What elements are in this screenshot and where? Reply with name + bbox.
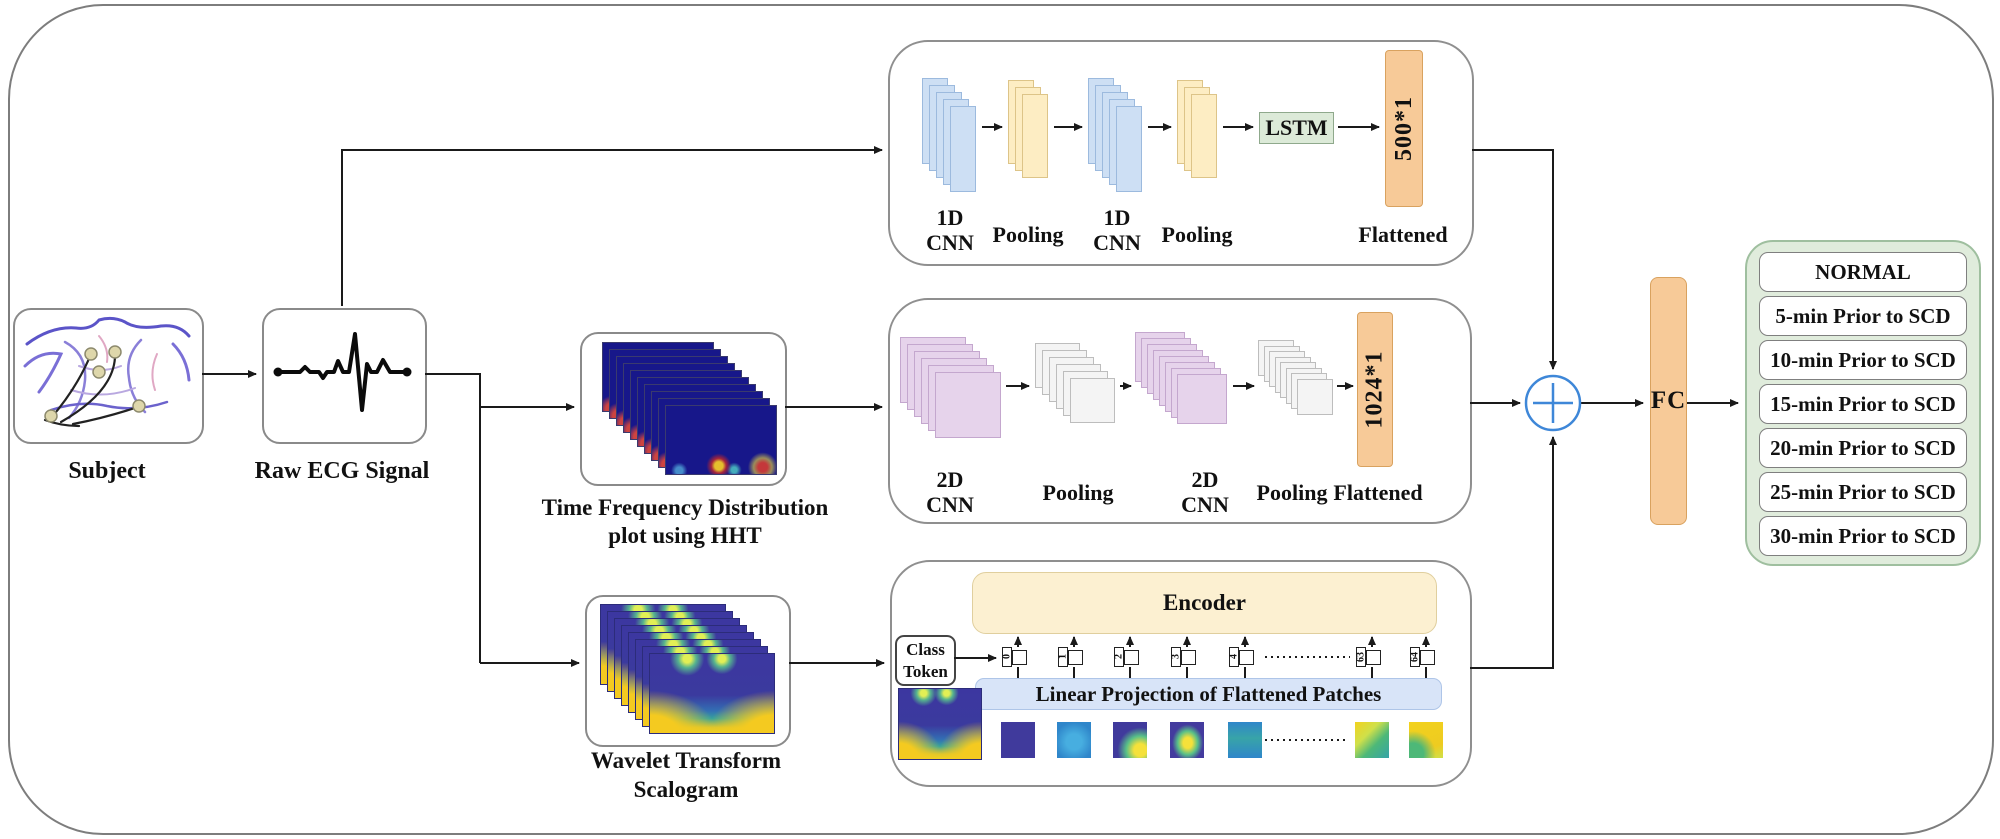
1d-pooling-label-1: Pooling [992,222,1064,247]
output-class-row: 15-min Prior to SCD [1759,384,1967,424]
hht-node [580,332,787,486]
vit-token: 1 [1058,647,1083,667]
patch-image [1409,722,1443,758]
scalogram-image-stack [600,604,775,734]
hht-image-stack [602,342,777,475]
fc-label: FC [1650,387,1687,414]
patch-image [1001,722,1035,758]
patch-image [1113,722,1147,758]
branch-1d-cnn-lstm [888,40,1474,266]
subject-illustration [23,316,191,428]
vit-token: 4 [1229,647,1254,667]
output-classes-box: NORMAL 5-min Prior to SCD 10-min Prior t… [1745,240,1981,566]
vit-token: 63 [1356,647,1381,667]
token-embedding-square [1239,649,1254,665]
patch-image [1355,722,1389,758]
lstm-label: LSTM [1265,115,1328,140]
token-embedding-square [1181,649,1196,665]
flattened-vector-1024: 1024*1 [1357,312,1393,467]
token-embedding-square [1366,649,1381,665]
1d-pooling-label-2: Pooling [1161,222,1233,247]
raw-ecg-label: Raw ECG Signal [254,458,430,484]
output-class-row: 30-min Prior to SCD [1759,516,1967,556]
scalogram-label-line2: Scalogram [633,777,739,802]
subject-node [13,308,204,444]
vit-token: 64 [1410,647,1435,667]
vit-token: 2 [1114,647,1139,667]
patch-image [1170,722,1204,758]
output-class-row: NORMAL [1759,252,1967,292]
token-embedding-square [1124,649,1139,665]
output-class-row: 5-min Prior to SCD [1759,296,1967,336]
subject-label: Subject [68,458,146,484]
patch-image [1057,722,1091,758]
hht-label-line2: plot using HHT [608,523,762,548]
vit-encoder-block: Encoder [972,572,1437,634]
flattened-vector-500: 500*1 [1385,50,1423,207]
ecg-waveform-icon [273,332,412,412]
1d-cnn-label-2: 1D CNN [1093,205,1141,256]
2d-cnn-label-1: 2D CNN [926,467,974,518]
1d-cnn-label-1: 1D CNN [926,205,974,256]
2d-flattened-label: Flattened [1333,480,1423,505]
output-class-row: 20-min Prior to SCD [1759,428,1967,468]
vit-token: 3 [1171,647,1196,667]
figure-border [8,4,1994,835]
scalogram-label-line1: Wavelet Transform [590,748,782,773]
2d-cnn-label-2: 2D CNN [1181,467,1229,518]
output-class-row: 10-min Prior to SCD [1759,340,1967,380]
2d-pooling-label-2: Pooling [1256,480,1328,505]
2d-pooling-label-1: Pooling [1042,480,1114,505]
hht-label-line1: Time Frequency Distribution [541,495,829,520]
raw-ecg-node [262,308,427,444]
encoder-label: Encoder [1162,590,1247,615]
scalogram-node [585,595,791,747]
token-embedding-square [1012,649,1027,665]
scalogram-thumbnail [898,688,982,760]
vit-token: 0 [1002,647,1027,667]
patch-image [1228,722,1262,758]
token-embedding-square [1068,649,1083,665]
fc-layer-block: FC [1650,277,1687,525]
linear-projection-block: Linear Projection of Flattened Patches [975,678,1442,710]
1d-flattened-label: Flattened [1358,222,1448,247]
token-embedding-square [1420,649,1435,665]
output-class-row: 25-min Prior to SCD [1759,472,1967,512]
class-token-block: Class Token [895,635,956,686]
lstm-block: LSTM [1259,112,1334,144]
